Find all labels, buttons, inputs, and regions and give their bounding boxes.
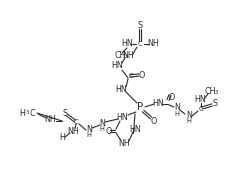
Text: H: H <box>19 108 25 118</box>
Text: H: H <box>174 111 179 117</box>
Text: H: H <box>59 134 65 143</box>
Text: HN: HN <box>129 126 141 134</box>
Text: HN: HN <box>152 100 164 108</box>
Text: HN: HN <box>111 62 123 70</box>
Text: H: H <box>187 118 192 124</box>
Text: C: C <box>199 106 203 112</box>
Text: 3: 3 <box>214 90 218 94</box>
Text: N: N <box>186 110 192 120</box>
Text: N: N <box>99 118 105 128</box>
Text: S: S <box>62 108 68 118</box>
Text: NH: NH <box>122 50 134 60</box>
Text: NH: NH <box>118 139 130 147</box>
Text: HN: HN <box>115 84 127 94</box>
Text: H: H <box>87 132 92 138</box>
Text: C: C <box>129 73 133 79</box>
Text: O: O <box>139 70 145 80</box>
Text: P: P <box>137 102 143 112</box>
Text: C: C <box>138 41 142 47</box>
Text: HN: HN <box>121 39 133 48</box>
Text: C: C <box>74 119 78 125</box>
Text: CH: CH <box>204 86 216 96</box>
Text: O: O <box>106 128 112 136</box>
Text: S: S <box>213 98 218 108</box>
Text: NH: NH <box>44 116 56 124</box>
Text: C: C <box>29 108 35 118</box>
Text: 3: 3 <box>25 110 29 116</box>
Text: NH: NH <box>147 39 159 48</box>
Text: HN: HN <box>194 94 206 104</box>
Text: N: N <box>174 104 180 112</box>
Text: CH: CH <box>114 52 126 60</box>
Text: O: O <box>151 116 157 126</box>
Text: NH: NH <box>67 128 79 136</box>
Text: 3: 3 <box>124 54 128 60</box>
Text: HN: HN <box>116 114 128 122</box>
Text: O: O <box>169 92 175 102</box>
Text: S: S <box>137 21 142 31</box>
Text: H: H <box>100 126 104 132</box>
Text: N: N <box>86 124 92 134</box>
